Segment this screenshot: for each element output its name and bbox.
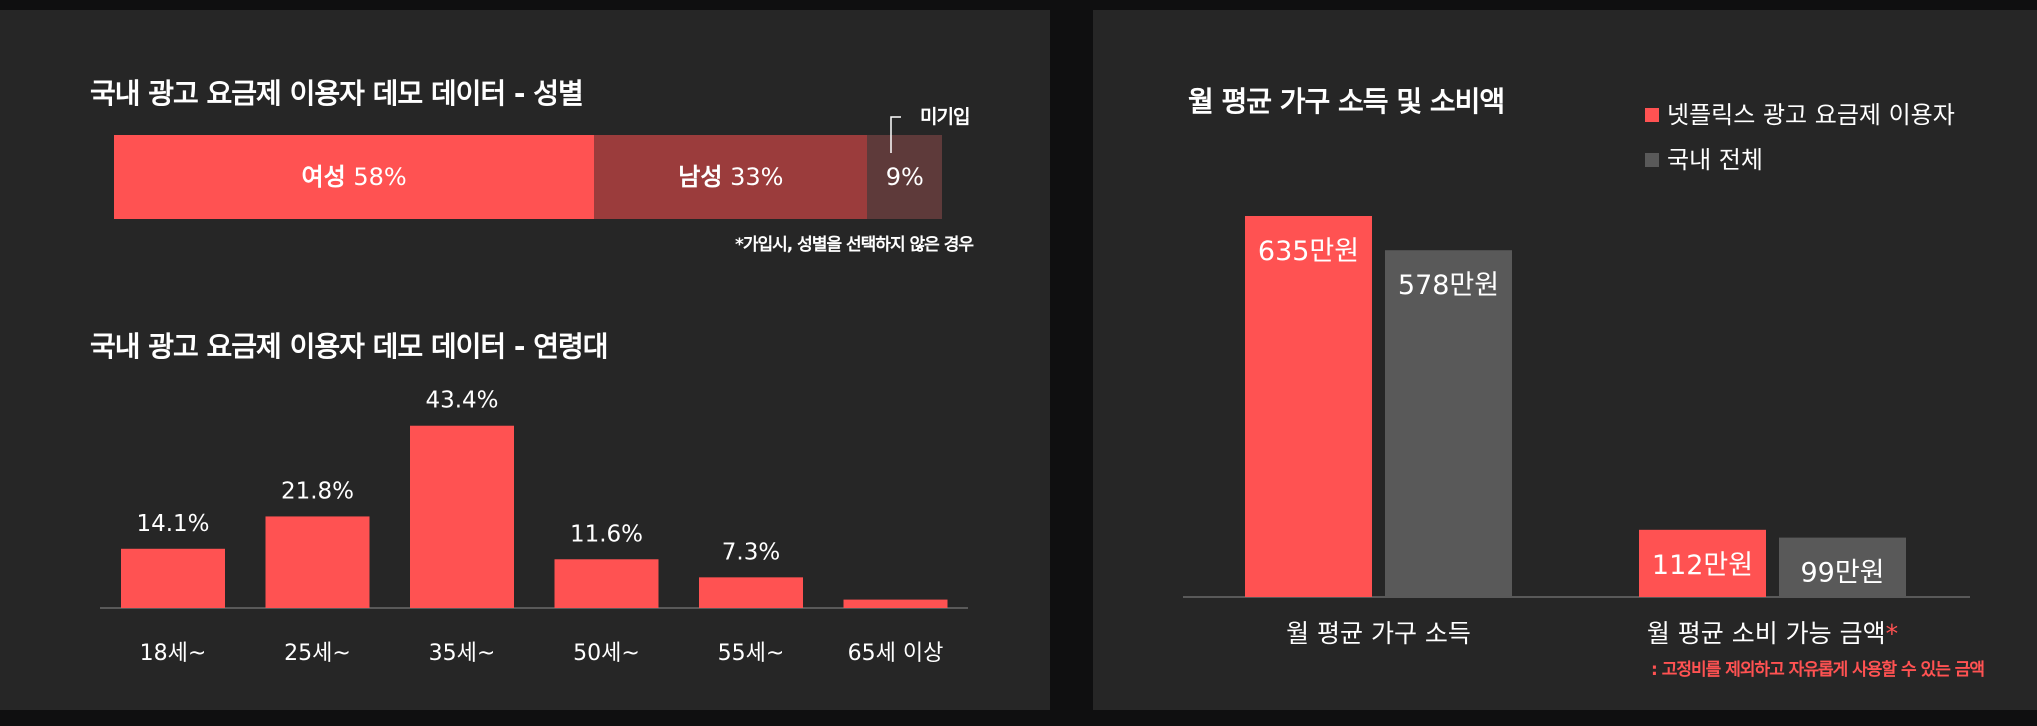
age-category-label-0: 18세~ [140,641,207,666]
demographics-panel: 국내 광고 요금제 이용자 데모 데이터 - 성별 여성 58% 남성 33% … [0,10,1050,710]
age-bar-1 [265,516,370,608]
age-bar-2 [410,425,514,608]
income-bar-1-1 [1779,537,1906,597]
income-value-label-0-1: 578만원 [1398,270,1499,301]
age-category-label-2: 35세~ [429,641,496,666]
income-category-label-1: 월 평균 소비 가능 금액* [1647,619,1898,648]
gender-label-male: 남성 33% [678,163,784,191]
spending-footnote: : 고정비를 제외하고 자유롭게 사용할 수 있는 금액 [1651,660,1985,680]
age-category-label-5: 65세 이상 [848,641,944,666]
gender-bar-female [114,135,595,219]
income-chart-title: 월 평균 가구 소득 및 소비액 [1188,85,1505,118]
age-value-label-4: 7.3% [722,539,780,565]
unregistered-label: 미기입 [920,106,970,128]
income-bar-0-1 [1385,250,1512,597]
age-value-label-0: 14.1% [136,511,209,537]
income-value-label-0-0: 635만원 [1258,236,1359,267]
age-bar-5 [843,599,948,608]
age-value-label-1: 21.8% [281,478,354,504]
gender-bar-unspecified [867,135,942,219]
age-bar-4 [699,577,803,608]
legend-swatch-netflix [1645,108,1659,122]
income-category-label-0: 월 평균 가구 소득 [1286,619,1471,648]
legend-item-national: 국내 전체 [1645,140,1763,175]
age-category-label-3: 50세~ [573,641,640,666]
legend-swatch-national [1645,153,1659,167]
income-value-label-1-0: 112만원 [1652,550,1753,581]
age-chart-title: 국내 광고 요금제 이용자 데모 데이터 - 연령대 [90,330,609,363]
age-category-label-1: 25세~ [284,641,351,666]
gender-label-unspecified: 9% [885,163,924,191]
income-panel: 월 평균 가구 소득 및 소비액 넷플릭스 광고 요금제 이용자 국내 전체 6… [1093,10,2037,710]
spending-asterisk: * [1886,619,1899,648]
unregistered-callout-line [890,116,901,153]
income-category-text-0: 월 평균 가구 소득 [1286,619,1471,648]
age-bar-0 [121,548,225,608]
age-bar-chart: 14.1% 18세~ 21.8% 25세~ 43.4% 35세~ 11.6% 50세~ 7.3%… [100,388,968,666]
gender-footnote: *가입시, 성별을 선택하지 않은 경우 [735,235,974,255]
income-bar-0-0 [1245,216,1372,597]
gender-label-female: 여성 58% [301,163,407,191]
gender-chart-title: 국내 광고 요금제 이용자 데모 데이터 - 성별 [90,77,584,110]
income-bar-1-0 [1639,529,1766,597]
age-bar-3 [554,559,659,608]
age-category-label-4: 55세~ [718,641,785,666]
age-value-label-3: 11.6% [570,521,643,547]
gender-bar-male [594,135,868,219]
income-value-label-1-1: 99만원 [1800,558,1884,589]
legend-item-netflix: 넷플릭스 광고 요금제 이용자 [1645,95,1955,130]
income-category-text-1: 월 평균 소비 가능 금액 [1647,619,1886,648]
age-value-label-2: 43.4% [425,388,498,414]
